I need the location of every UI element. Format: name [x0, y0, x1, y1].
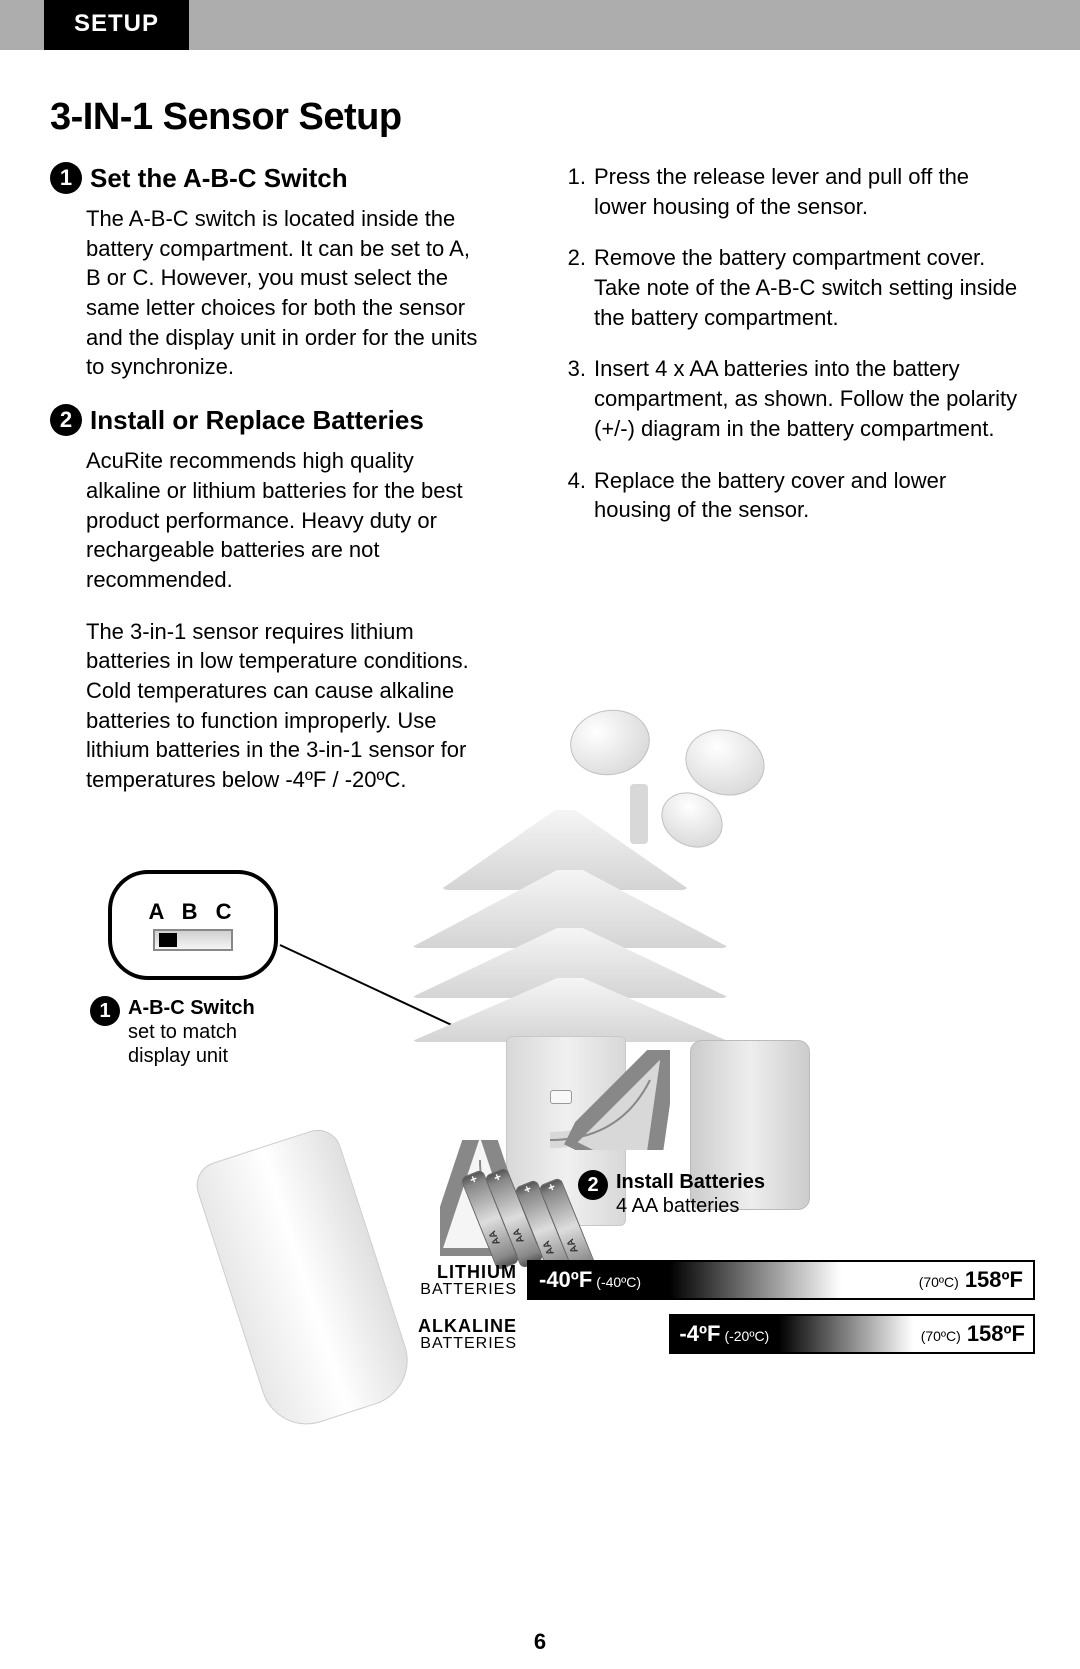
- abc-switch-callout: A B C: [108, 870, 278, 980]
- callout1-title: A-B-C Switch: [128, 996, 255, 1020]
- lithium-low-f: -40ºF: [539, 1267, 592, 1293]
- callout2-line1: 4 AA batteries: [616, 1194, 765, 1218]
- abc-label: A B C: [148, 899, 237, 925]
- step1-heading: 1 Set the A-B-C Switch: [50, 162, 480, 194]
- list-text: Remove the battery compartment cover. Ta…: [594, 243, 1018, 332]
- alkaline-row: ALKALINE BATTERIES -4ºF (-20ºC) (70ºC) 1…: [395, 1314, 1035, 1354]
- step1-heading-text: Set the A-B-C Switch: [90, 163, 348, 194]
- switch-icon: [153, 929, 233, 951]
- step2-heading-text: Install or Replace Batteries: [90, 405, 424, 436]
- alkaline-bar: -4ºF (-20ºC) (70ºC) 158ºF: [527, 1314, 1035, 1354]
- callout1-num-icon: 1: [90, 996, 120, 1026]
- temperature-bars: LITHIUM BATTERIES -40ºF (-40ºC) (70ºC) 1…: [395, 1260, 1035, 1368]
- lithium-low-c: (-40ºC): [596, 1274, 641, 1290]
- step2-number-icon: 2: [50, 404, 82, 436]
- lithium-label2: BATTERIES: [395, 1281, 517, 1299]
- callout2-title: Install Batteries: [616, 1170, 765, 1194]
- alkaline-label1: ALKALINE: [395, 1316, 517, 1337]
- header-tab: SETUP: [44, 0, 189, 50]
- lithium-bar: -40ºF (-40ºC) (70ºC) 158ºF: [527, 1260, 1035, 1300]
- arrow-icon: [530, 1050, 670, 1150]
- list-num: 4.: [558, 466, 586, 525]
- lower-housing: [190, 1124, 419, 1437]
- page-number: 6: [0, 1629, 1080, 1655]
- callout1-line1: set to match: [128, 1020, 255, 1044]
- alkaline-label2: BATTERIES: [395, 1335, 517, 1353]
- lithium-high-c: (70ºC): [919, 1274, 959, 1290]
- step2-heading: 2 Install or Replace Batteries: [50, 404, 480, 436]
- list-item: 2. Remove the battery compartment cover.…: [558, 243, 1018, 332]
- lithium-row: LITHIUM BATTERIES -40ºF (-40ºC) (70ºC) 1…: [395, 1260, 1035, 1300]
- diagram-area: A B C 1 A-B-C Switch set to match displa…: [50, 720, 1030, 1609]
- list-num: 2.: [558, 243, 586, 332]
- list-text: Press the release lever and pull off the…: [594, 162, 1018, 221]
- lithium-high-f: 158ºF: [965, 1267, 1023, 1293]
- list-num: 3.: [558, 354, 586, 443]
- left-column: 1 Set the A-B-C Switch The A-B-C switch …: [50, 162, 480, 817]
- callout1-line2: display unit: [128, 1044, 255, 1068]
- right-column: 1. Press the release lever and pull off …: [558, 162, 1018, 547]
- list-item: 1. Press the release lever and pull off …: [558, 162, 1018, 221]
- lithium-label1: LITHIUM: [395, 1262, 517, 1283]
- step2-body1: AcuRite recommends high quality alkaline…: [86, 446, 480, 594]
- list-item: 3. Insert 4 x AA batteries into the batt…: [558, 354, 1018, 443]
- page-title: 3-IN-1 Sensor Setup: [50, 96, 402, 139]
- callout2: 2 Install Batteries 4 AA batteries: [578, 1170, 765, 1218]
- list-item: 4. Replace the battery cover and lower h…: [558, 466, 1018, 525]
- list-text: Insert 4 x AA batteries into the battery…: [594, 354, 1018, 443]
- step1-body: The A-B-C switch is located inside the b…: [86, 204, 480, 382]
- step1-number-icon: 1: [50, 162, 82, 194]
- list-num: 1.: [558, 162, 586, 221]
- callout2-num-icon: 2: [578, 1170, 608, 1200]
- callout1: 1 A-B-C Switch set to match display unit: [90, 996, 255, 1068]
- list-text: Replace the battery cover and lower hous…: [594, 466, 1018, 525]
